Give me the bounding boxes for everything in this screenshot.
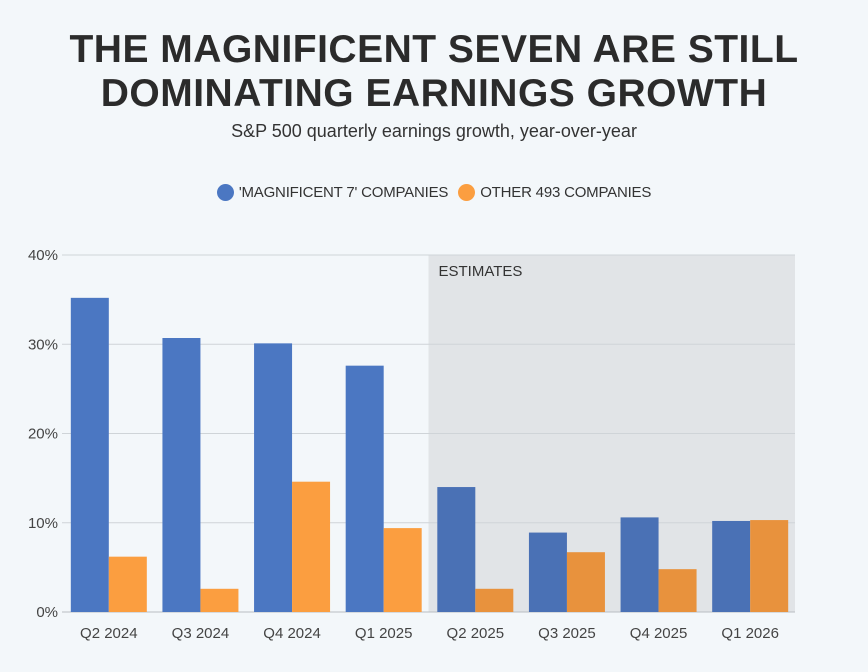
legend-item-magnificent-7: 'MAGNIFICENT 7' COMPANIES xyxy=(216,184,449,201)
legend-label-magnificent-7: 'MAGNIFICENT 7' COMPANIES xyxy=(238,184,449,201)
y-tick-label: 30% xyxy=(28,336,58,353)
chart-title-line-2: DOMINATING EARNINGS GROWTH xyxy=(100,72,768,115)
legend-swatch-other-493 xyxy=(458,184,476,201)
chart-title: THE MAGNIFICENT SEVEN ARE STILL DOMINATI… xyxy=(0,28,868,116)
x-tick-label: Q3 2024 xyxy=(172,625,230,642)
x-tick-label: Q2 2024 xyxy=(80,625,138,642)
x-tick-label: Q4 2025 xyxy=(630,625,688,642)
legend-label-other-493: OTHER 493 COMPANIES xyxy=(480,184,652,201)
x-tick-label: Q1 2026 xyxy=(721,625,779,642)
x-tick-label: Q4 2024 xyxy=(263,625,321,642)
bar-other-493 xyxy=(658,569,697,612)
bar-other-493 xyxy=(566,552,605,612)
legend-item-other-493: OTHER 493 COMPANIES xyxy=(458,184,651,201)
bar-magnificent-7 xyxy=(620,517,659,612)
bar-other-493 xyxy=(383,528,422,612)
bar-other-493 xyxy=(750,520,789,612)
chart-subtitle: S&P 500 quarterly earnings growth, year-… xyxy=(231,121,637,141)
bar-magnificent-7 xyxy=(70,297,109,612)
x-tick-label: Q2 2025 xyxy=(447,625,505,642)
bar-other-493 xyxy=(292,481,331,612)
bar-other-493 xyxy=(475,588,514,612)
bar-magnificent-7 xyxy=(528,532,567,612)
bar-magnificent-7 xyxy=(712,520,751,612)
bar-magnificent-7 xyxy=(437,487,476,612)
y-tick-label: 10% xyxy=(28,515,58,532)
bar-other-493 xyxy=(200,588,239,612)
bar-magnificent-7 xyxy=(345,365,384,612)
bar-magnificent-7 xyxy=(162,338,201,612)
x-tick-label: Q1 2025 xyxy=(355,625,413,642)
y-tick-label: 20% xyxy=(28,426,58,443)
x-tick-label: Q3 2025 xyxy=(538,625,596,642)
bar-magnificent-7 xyxy=(254,343,293,612)
legend-swatch-magnificent-7 xyxy=(216,184,234,201)
estimates-label: ESTIMATES xyxy=(439,263,523,280)
chart-title-line-1: THE MAGNIFICENT SEVEN ARE STILL xyxy=(69,28,799,71)
y-tick-label: 0% xyxy=(36,604,58,621)
chart-legend: 'MAGNIFICENT 7' COMPANIES OTHER 493 COMP… xyxy=(0,184,868,201)
bar-other-493 xyxy=(108,556,147,612)
y-tick-label: 40% xyxy=(28,247,58,264)
